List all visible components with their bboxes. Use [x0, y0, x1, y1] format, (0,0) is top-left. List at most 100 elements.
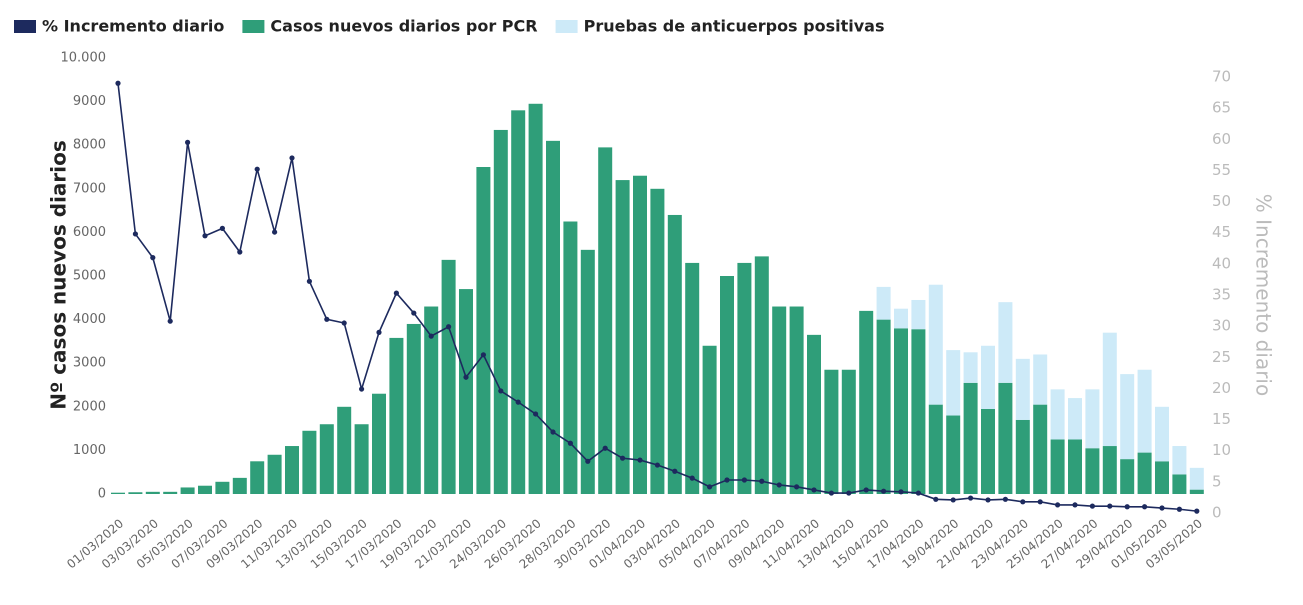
line-point: [672, 468, 678, 474]
line-point: [185, 139, 191, 145]
bar: [824, 369, 839, 494]
line-point: [985, 497, 991, 503]
bar: [685, 262, 700, 494]
line-point: [654, 462, 661, 468]
bar: [1155, 406, 1169, 462]
legend-swatch: [555, 20, 578, 33]
legend-swatch: [14, 20, 36, 33]
y-tick-label: 6000: [73, 225, 106, 240]
bar: [580, 249, 595, 494]
line-point: [272, 229, 278, 235]
bar: [789, 306, 804, 494]
line-point: [1037, 499, 1043, 505]
line-point: [515, 399, 521, 405]
line-point: [550, 429, 556, 435]
line-point: [602, 445, 608, 451]
y-tick-label: 2000: [73, 399, 106, 414]
line-point: [498, 388, 504, 394]
bar: [963, 382, 978, 494]
bar: [389, 337, 404, 494]
bar: [754, 256, 769, 494]
bar: [894, 328, 908, 494]
bar: [876, 286, 891, 320]
line-point: [828, 490, 835, 496]
line-point: [533, 411, 539, 417]
line-point: [306, 278, 312, 284]
bar: [981, 345, 995, 409]
bar: [772, 306, 787, 494]
bar: [163, 491, 178, 494]
line-point: [1002, 496, 1009, 502]
y2-tick-label: 35: [1212, 286, 1231, 304]
bar: [720, 276, 734, 494]
bar: [372, 393, 386, 494]
bar: [1120, 459, 1135, 494]
bar: [528, 103, 543, 494]
bar: [476, 167, 491, 494]
line-point: [1089, 503, 1095, 509]
bar: [563, 221, 578, 494]
line-point: [411, 310, 417, 316]
y2-tick-label: 40: [1212, 254, 1231, 272]
bar: [981, 408, 995, 494]
bar: [911, 329, 926, 494]
bar: [946, 350, 961, 416]
bar: [267, 454, 282, 494]
bar: [354, 424, 369, 494]
y2-tick-label: 70: [1212, 68, 1231, 86]
bar: [1068, 398, 1082, 440]
line-point: [724, 477, 730, 483]
bar: [876, 319, 891, 494]
bar: [145, 491, 160, 494]
y2-tick-label: 25: [1212, 348, 1231, 366]
line-point: [1176, 506, 1182, 512]
line-point: [150, 255, 156, 261]
bar: [198, 485, 212, 494]
y2-tick-label: 50: [1212, 192, 1231, 210]
bar: [911, 299, 926, 330]
legend-label: Casos nuevos diarios por PCR: [270, 17, 537, 36]
bar: [1050, 439, 1065, 494]
line-point: [915, 490, 922, 496]
bar: [302, 430, 317, 494]
bar: [511, 110, 526, 494]
bar: [1015, 419, 1030, 494]
bar: [459, 289, 473, 494]
y2-tick-label: 15: [1212, 410, 1231, 428]
line-point: [359, 386, 365, 392]
y-tick-label: 4000: [73, 312, 106, 327]
bar: [1189, 467, 1204, 490]
bar: [1155, 461, 1169, 494]
line-point: [863, 487, 869, 493]
line-point: [776, 482, 782, 488]
legend-swatch: [242, 20, 265, 33]
bar: [232, 477, 247, 494]
bar: [1015, 358, 1030, 420]
bar: [633, 175, 647, 494]
y-tick-label: 0: [98, 487, 106, 502]
line-point: [585, 458, 591, 464]
y-tick-label: 5000: [73, 269, 106, 284]
line-point: [1142, 504, 1148, 510]
bar: [1102, 332, 1117, 447]
y-tick-label: 10.000: [61, 51, 107, 66]
bar: [807, 334, 821, 494]
line-point: [219, 225, 225, 231]
line-point: [1107, 503, 1113, 509]
bar: [424, 306, 439, 494]
y2-tick-label: 65: [1212, 99, 1231, 117]
line-point: [1055, 502, 1061, 508]
y2-tick-label: 5: [1212, 472, 1222, 490]
bar: [963, 352, 978, 383]
bar: [285, 446, 299, 494]
line-point: [237, 249, 243, 255]
line-point: [167, 318, 173, 324]
bar: [1172, 474, 1187, 494]
line-point: [1124, 504, 1130, 510]
bar: [1172, 446, 1187, 475]
line-point: [202, 233, 208, 239]
y2-tick-label: 55: [1212, 161, 1231, 179]
line-point: [428, 333, 434, 339]
bar: [1085, 389, 1100, 449]
bar: [859, 310, 874, 494]
